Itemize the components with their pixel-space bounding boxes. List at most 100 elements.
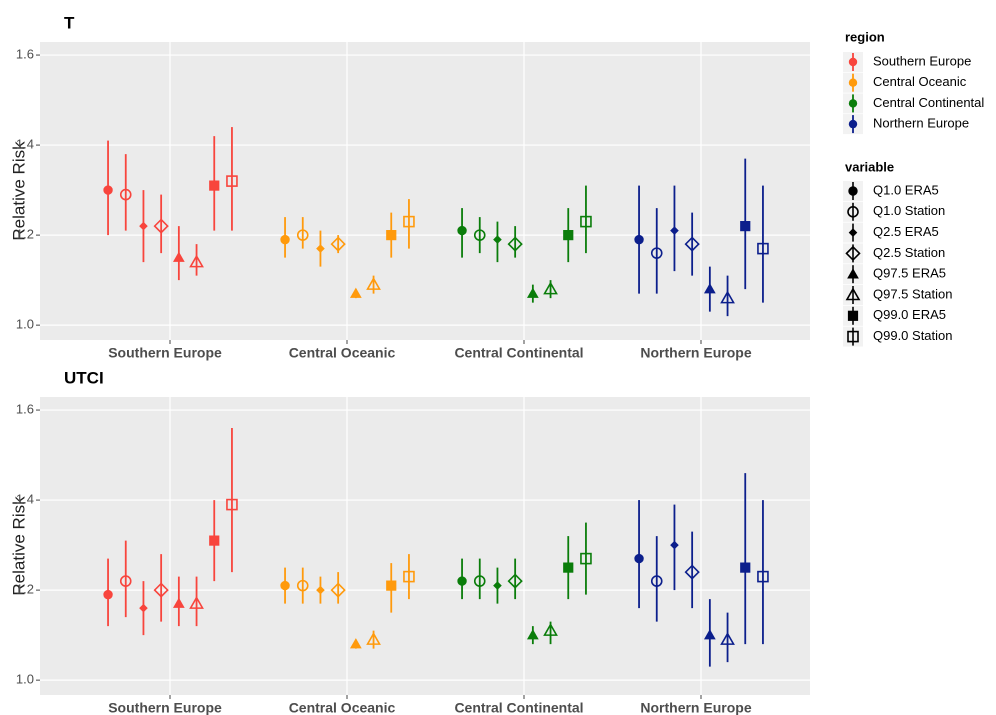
point: [650, 247, 663, 259]
legend-label: Central Oceanic: [873, 74, 967, 89]
point: [330, 236, 346, 252]
legend-label: Q2.5 Station: [873, 245, 945, 260]
y-axis-label: Relative Risk: [9, 496, 28, 596]
panel-background: [40, 397, 810, 695]
point: [543, 281, 558, 295]
x-tick-label: Northern Europe: [640, 345, 751, 361]
point: [119, 575, 132, 587]
point: [139, 221, 148, 231]
point: [740, 221, 751, 232]
legend-title: variable: [845, 159, 894, 174]
point: [634, 234, 644, 245]
point: [457, 576, 467, 586]
point: [403, 215, 415, 228]
point: [720, 290, 735, 304]
y-tick-label: 1.4: [16, 492, 34, 507]
legend-label: Q99.0 Station: [873, 328, 953, 343]
point: [103, 185, 113, 195]
point: [403, 570, 415, 583]
point: [349, 638, 362, 649]
y-axis-label: Relative Risk: [9, 141, 28, 241]
x-tick-label: Central Oceanic: [289, 700, 396, 715]
point: [103, 589, 113, 600]
point: [703, 283, 716, 294]
panel-title: UTCI: [64, 368, 104, 387]
point: [226, 498, 238, 511]
point: [209, 535, 220, 546]
point: [366, 632, 381, 645]
legend-key-point: [848, 99, 858, 108]
legend-label: Northern Europe: [873, 116, 969, 131]
legend-label: Q97.5 Station: [873, 286, 953, 301]
x-tick-label: Southern Europe: [108, 700, 222, 715]
point: [670, 540, 679, 550]
point: [670, 226, 679, 235]
point: [330, 582, 346, 598]
x-tick-label: Northern Europe: [640, 700, 751, 715]
point: [848, 186, 858, 196]
point: [847, 268, 859, 279]
legend-label: Q1.0 ERA5: [873, 182, 939, 197]
y-tick-label: 1.6: [16, 46, 34, 61]
legend-key-point: [848, 119, 858, 129]
point: [684, 564, 700, 580]
point: [226, 175, 238, 187]
legend-label: Q2.5 ERA5: [873, 224, 939, 239]
legend-title: region: [845, 29, 885, 44]
point: [153, 218, 169, 234]
point: [507, 236, 523, 252]
y-tick-label: 1.0: [16, 672, 34, 687]
point: [209, 180, 220, 191]
point: [280, 580, 290, 591]
point: [563, 562, 574, 573]
y-tick-label: 1.4: [16, 137, 34, 152]
point: [526, 287, 539, 298]
point: [845, 287, 861, 301]
legend-label: Central Continental: [873, 95, 984, 110]
point: [280, 234, 290, 245]
point: [543, 623, 558, 636]
point: [153, 582, 169, 598]
point: [189, 596, 204, 609]
point: [296, 229, 309, 241]
legend-key-point: [848, 78, 858, 87]
x-tick-label: Central Oceanic: [289, 345, 396, 361]
point: [720, 632, 735, 645]
point: [473, 575, 486, 587]
x-tick-label: Central Continental: [454, 345, 583, 361]
point: [296, 579, 309, 592]
y-tick-label: 1.6: [16, 401, 34, 416]
point: [189, 254, 204, 268]
point: [703, 629, 716, 640]
point: [847, 206, 859, 218]
y-tick-label: 1.0: [16, 317, 34, 332]
point: [845, 245, 861, 262]
point: [580, 215, 592, 228]
point: [349, 287, 362, 298]
point: [684, 236, 700, 252]
legend-label: Q97.5 ERA5: [873, 266, 946, 281]
point: [526, 629, 539, 640]
panel-background: [40, 42, 810, 340]
point: [507, 573, 523, 589]
point: [473, 229, 486, 241]
point: [386, 230, 397, 241]
y-tick-label: 1.2: [16, 227, 34, 242]
point: [847, 310, 859, 321]
point: [457, 225, 467, 236]
panel-title: T: [64, 13, 75, 32]
point: [757, 570, 769, 583]
point: [757, 242, 769, 255]
x-tick-label: Central Continental: [454, 700, 583, 715]
point: [848, 228, 858, 237]
point: [172, 597, 185, 608]
point: [316, 585, 325, 595]
legend-label: Q1.0 Station: [873, 203, 945, 218]
point: [740, 562, 751, 573]
point: [493, 235, 502, 244]
legend-label: Southern Europe: [873, 53, 971, 68]
point: [650, 575, 663, 587]
point: [563, 230, 574, 241]
point: [316, 244, 325, 253]
